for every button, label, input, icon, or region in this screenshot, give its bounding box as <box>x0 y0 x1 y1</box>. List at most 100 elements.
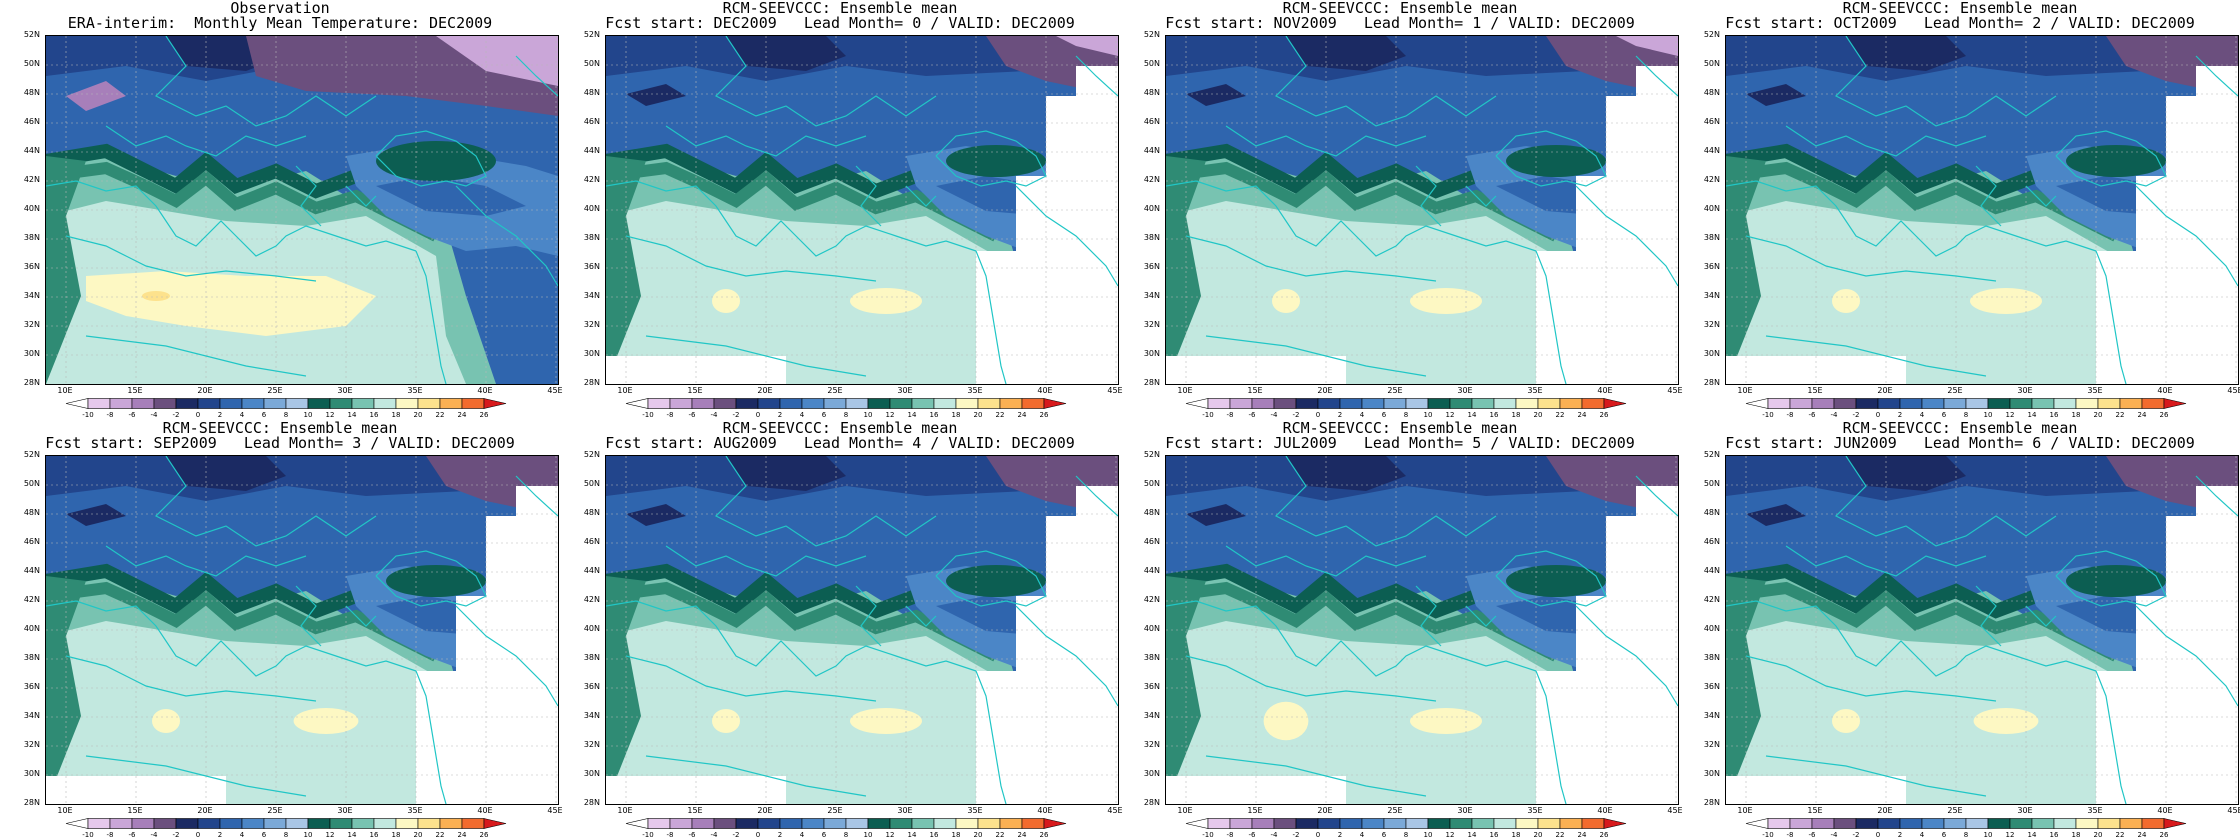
colorbar-swatch <box>1043 818 1067 829</box>
colorbar-swatch <box>1921 398 1945 409</box>
mask-south <box>606 356 786 384</box>
colorbar-swatch <box>241 398 265 409</box>
colorbar-tick-label: 20 <box>973 831 983 839</box>
coastline <box>1495 130 1607 187</box>
colorbar-swatch <box>691 398 715 409</box>
lat-tick-label: 30N <box>583 769 600 778</box>
lat-tick-label: 30N <box>1143 349 1160 358</box>
colorbar-swatch <box>2097 818 2121 829</box>
colorbar-swatch <box>625 818 649 829</box>
lat-tick-label: 44N <box>583 146 600 155</box>
colorbar-swatch <box>395 398 419 409</box>
lat-tick-label: 52N <box>583 30 600 39</box>
panel-title: RCM-SEEVCCC: Ensemble mean <box>1842 0 2078 17</box>
colorbar-swatch <box>461 398 485 409</box>
field-warm-left <box>1272 289 1300 313</box>
map-panel: RCM-SEEVCCC: Ensemble mean Fcst start: OC… <box>1680 0 2240 420</box>
lon-tick-label: 25E <box>1947 386 1963 395</box>
lon-tick-label: 35E <box>1527 806 1543 815</box>
colorbar-tick-label: 18 <box>951 411 961 419</box>
colorbar-tick-label: 22 <box>435 831 445 839</box>
colorbar-swatch <box>779 398 803 409</box>
colorbar-swatch <box>1339 398 1363 409</box>
lon-tick-label: 45E <box>2227 806 2240 815</box>
field-warm-left <box>1263 701 1309 741</box>
field-alps <box>66 504 126 526</box>
lat-tick-label: 42N <box>23 595 40 604</box>
colorbar-swatch <box>285 818 309 829</box>
colorbar-tick-label: -10 <box>1762 411 1774 419</box>
coastline <box>2055 550 2167 607</box>
coastline <box>515 55 558 97</box>
colorbar-tick-label: 6 <box>261 411 267 419</box>
field-west <box>1166 576 1206 804</box>
lon-tick-label: 30E <box>897 806 913 815</box>
coastline <box>1635 475 1678 517</box>
coastline <box>415 250 447 384</box>
lon-tick-label: 35E <box>967 806 983 815</box>
colorbar-tick-label: 22 <box>1555 831 1565 839</box>
coastline <box>1785 125 1987 157</box>
lat-tick-label: 44N <box>1703 146 1720 155</box>
lat-tick-label: 46N <box>23 537 40 546</box>
lat-tick-label: 42N <box>23 175 40 184</box>
lat-tick-label: 52N <box>23 450 40 459</box>
colorbar-tick-label: -6 <box>1808 411 1816 419</box>
lon-tick-label: 25E <box>267 806 283 815</box>
colorbar-swatch <box>109 398 133 409</box>
lat-tick-label: 28N <box>1703 798 1720 807</box>
coastline <box>1495 550 1607 607</box>
lon-tick-label: 20E <box>197 806 213 815</box>
lat-tick-label: 40N <box>1143 204 1160 213</box>
colorbar-swatch <box>647 818 671 829</box>
lat-tick-label: 34N <box>583 291 600 300</box>
field-west <box>1166 156 1206 384</box>
coastline <box>1765 335 1987 377</box>
colorbar-tick-label: -8 <box>1226 831 1234 839</box>
colorbar-swatch <box>977 818 1001 829</box>
colorbar-tick-label: -2 <box>172 831 180 839</box>
coastline <box>85 335 307 377</box>
lat-tick-label: 38N <box>1143 233 1160 242</box>
lon-tick-label: 45E <box>1107 806 1123 815</box>
lat-tick-label: 48N <box>583 88 600 97</box>
lat-tick-label: 52N <box>1143 450 1160 459</box>
colorbar-swatch <box>845 398 869 409</box>
field-warm-left <box>1832 289 1860 313</box>
colorbar-tick-label: 6 <box>1941 411 1947 419</box>
colorbar-tick-label: 12 <box>325 411 335 419</box>
colorbar-swatch <box>1833 398 1857 409</box>
coastline <box>345 605 377 627</box>
panel-title: RCM-SEEVCCC: Ensemble mean <box>722 419 958 437</box>
colorbar-tick-label: 26 <box>2159 411 2169 419</box>
coastline <box>375 130 487 187</box>
lon-tick-label: 35E <box>2087 386 2103 395</box>
lon-tick-label: 25E <box>267 386 283 395</box>
lon-tick-label: 20E <box>1317 386 1333 395</box>
panel-title: RCM-SEEVCCC: Ensemble mean <box>1842 419 2078 437</box>
lat-tick-label: 38N <box>1703 233 1720 242</box>
colorbar-swatch <box>439 818 463 829</box>
colorbar-swatch <box>153 398 177 409</box>
map-panel: RCM-SEEVCCC: Ensemble mean Fcst start: JU… <box>1120 420 1683 840</box>
coastline <box>1635 55 1678 97</box>
coastline <box>1765 755 1987 797</box>
colorbar-tick-label: 4 <box>239 831 245 839</box>
coastline <box>1205 335 1427 377</box>
colorbar-tick-label: -10 <box>642 831 654 839</box>
lat-tick-label: 36N <box>1143 682 1160 691</box>
lon-tick-label: 25E <box>827 806 843 815</box>
field-blacksea <box>386 565 486 597</box>
colorbar-tick-label: 18 <box>1511 831 1521 839</box>
colorbar-swatch <box>2163 398 2187 409</box>
lon-tick-label: 10E <box>1177 386 1193 395</box>
field-band-14 <box>606 621 1026 804</box>
colorbar-swatch <box>1811 398 1835 409</box>
lat-tick-label: 30N <box>23 769 40 778</box>
field-north-2 <box>726 456 846 491</box>
colorbar-tick-label: 12 <box>1445 831 1455 839</box>
lon-tick-label: 40E <box>1037 386 1053 395</box>
lat-tick-label: 46N <box>1143 117 1160 126</box>
coastline <box>1185 655 1437 702</box>
coastline <box>1185 235 1437 282</box>
